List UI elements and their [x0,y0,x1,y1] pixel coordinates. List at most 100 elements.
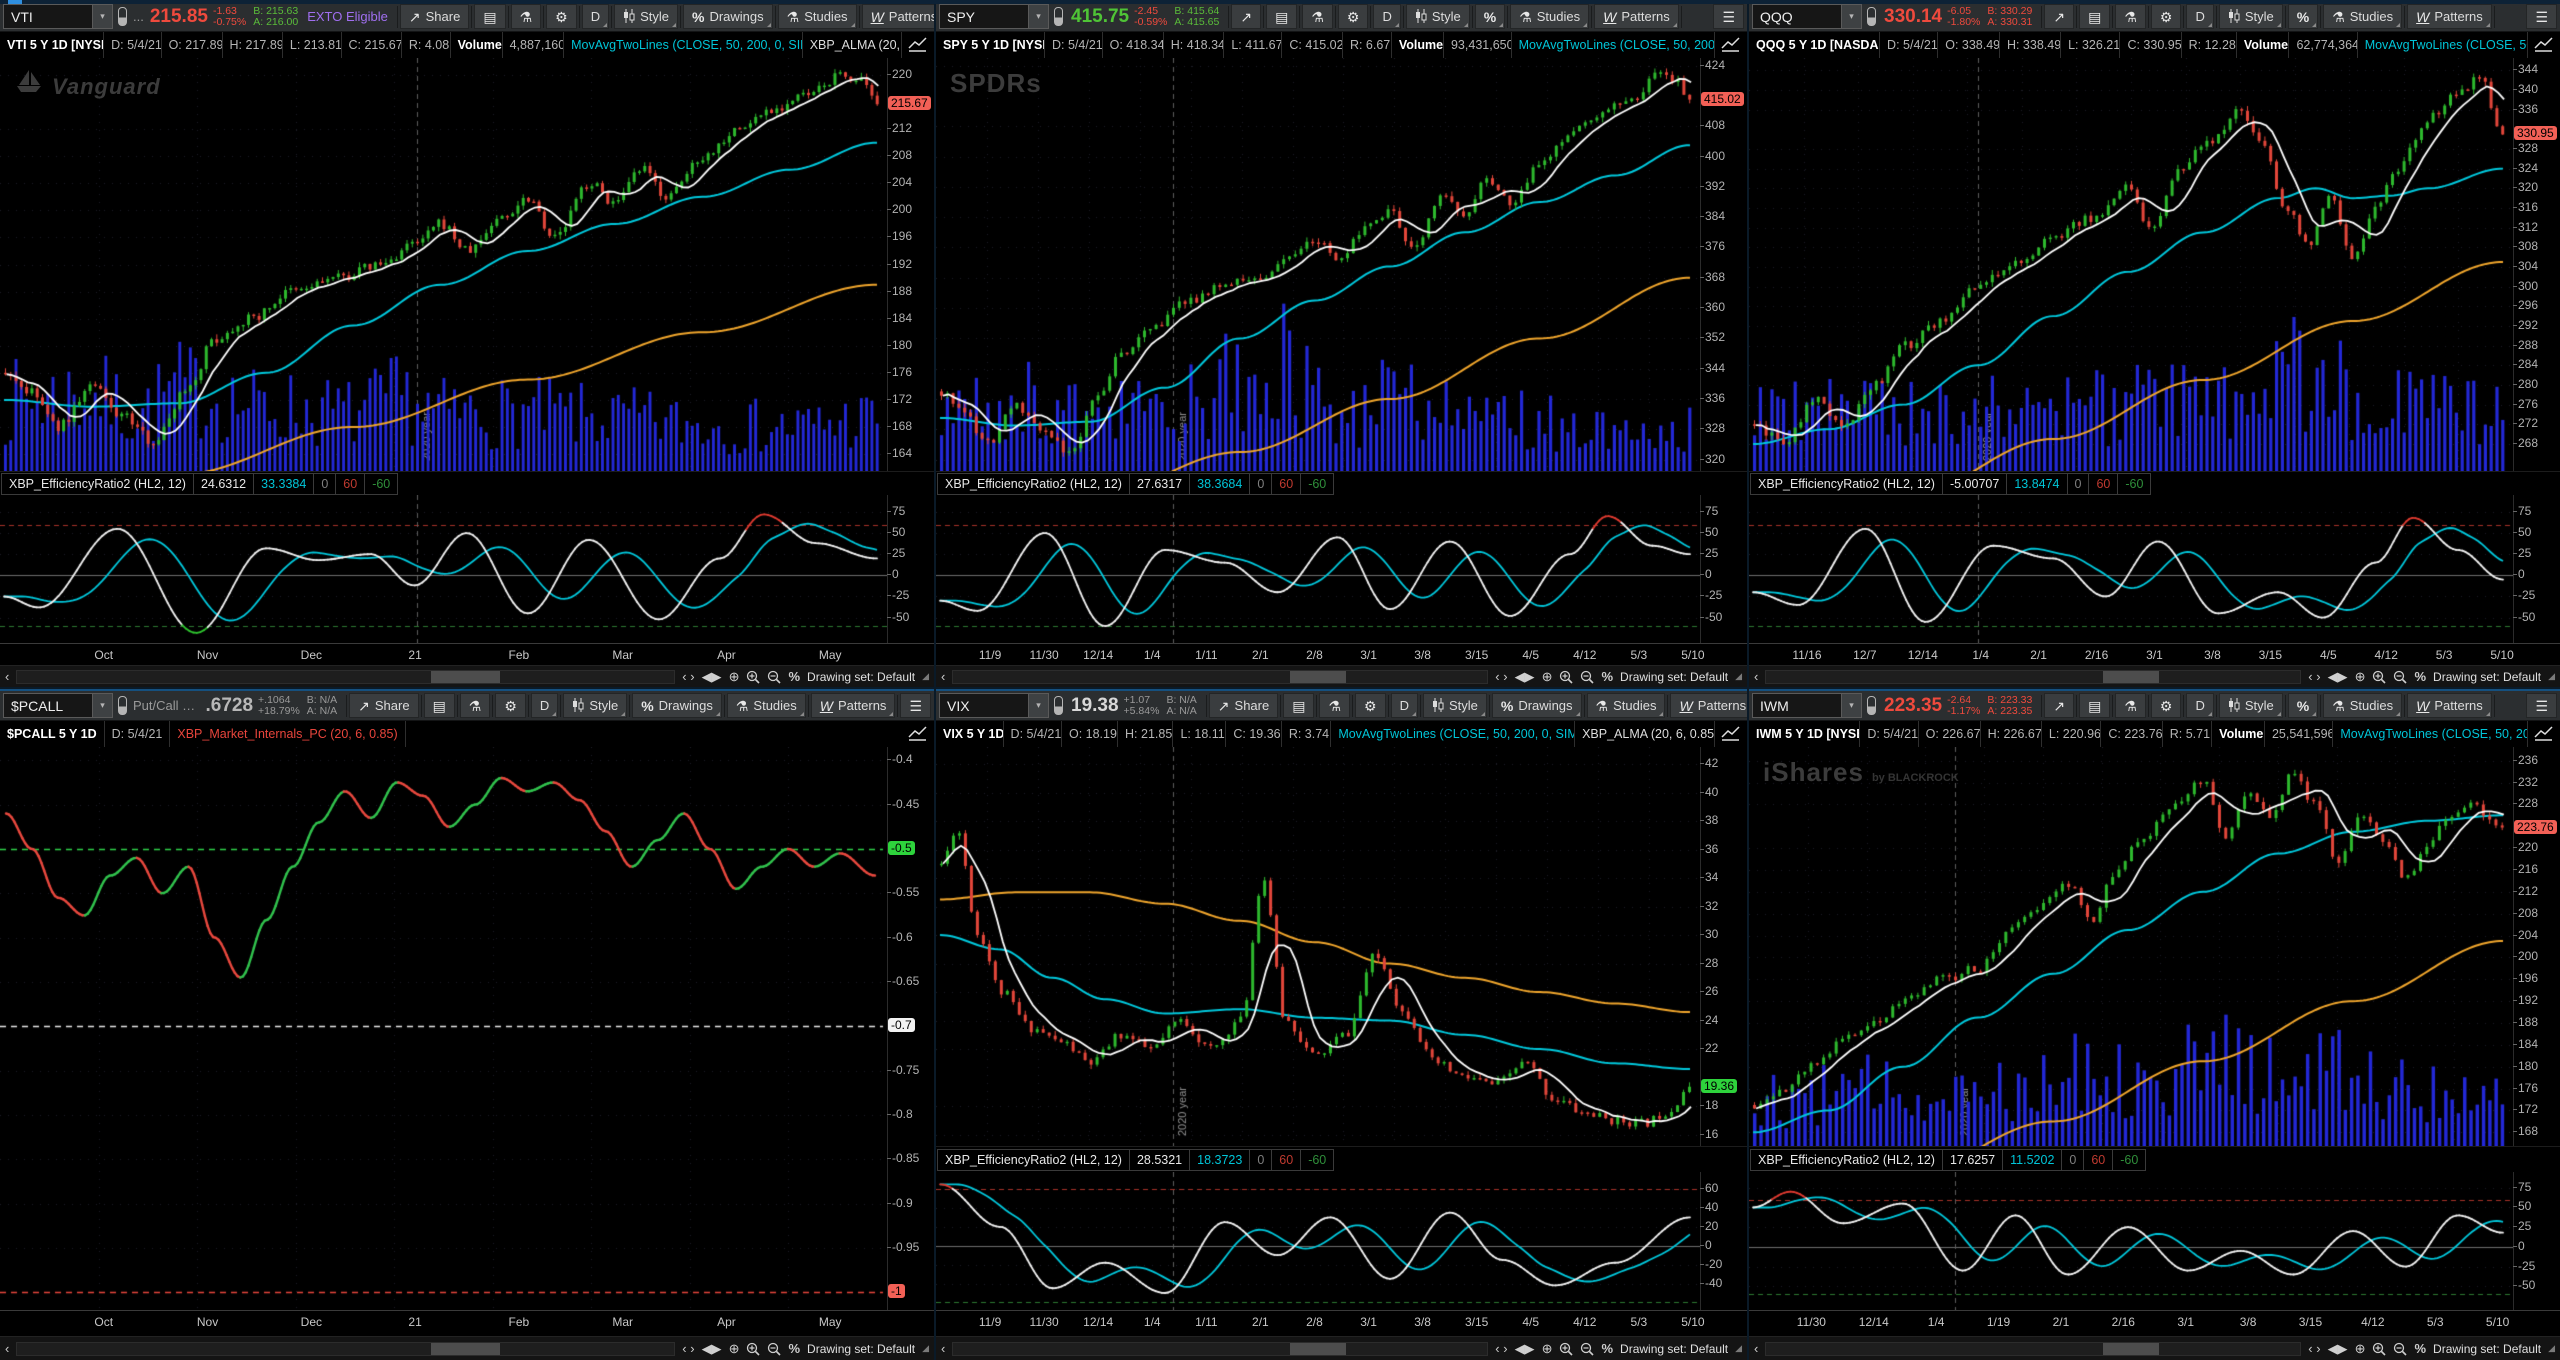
crosshair-icon[interactable]: ⊕ [728,1341,740,1356]
pan-icon[interactable]: ◀▶ [701,1341,722,1356]
timeframe-button[interactable]: D [581,4,610,29]
time-scrollbar[interactable] [1765,1341,2302,1356]
chart-type-icon[interactable] [1715,32,1747,58]
drawing-set-selector[interactable]: Drawing set: Default [1620,669,1729,684]
share-button[interactable]: ↗ [2044,4,2075,29]
drawing-set-selector[interactable]: Drawing set: Default [807,669,916,684]
chart-type-icon[interactable] [2528,721,2560,747]
chart-type-icon[interactable] [902,721,934,747]
chart-type-icon[interactable] [1715,721,1747,747]
study-label-chip[interactable]: MovAvgTwoLines (CLOSE, 50, 200, 0, SIMPL… [1331,721,1576,747]
price-chart-canvas[interactable] [1749,58,2513,471]
zoom-out-icon[interactable] [767,1342,782,1356]
scroll-step-icons[interactable]: ‹ › [682,669,695,684]
symbol-input[interactable]: $PCALL ▾ [3,693,113,718]
style-button[interactable]: Style [563,693,628,718]
panel-menu-button[interactable]: ☰ [900,693,931,718]
study-label-chip[interactable]: MovAvgTwoLines (CLOSE, 50,... [2358,32,2528,58]
drawings-button[interactable]: % Drawings [632,693,722,718]
percent-zoom-icon[interactable]: % [2414,669,2427,684]
studies-button[interactable]: ⚗ Studies [726,693,806,718]
crosshair-icon[interactable]: ⊕ [2354,1341,2366,1356]
time-scrollbar[interactable] [1765,669,2302,684]
drawing-set-selector[interactable]: Drawing set: Default [2433,669,2542,684]
pan-icon[interactable]: ◀▶ [2327,1341,2348,1356]
scrollbar-thumb[interactable] [431,1342,501,1355]
study-label-chip[interactable]: MovAvgTwoLines (CLOSE, 50, 200, 0,... [1512,32,1715,58]
order-note-button[interactable]: ▤ [474,4,506,29]
style-button[interactable]: Style [2218,693,2283,718]
chart-type-icon[interactable] [902,32,934,58]
analyze-button[interactable]: ⚗ [459,693,491,718]
order-note-button[interactable]: ▤ [1266,4,1298,29]
timeframe-button[interactable]: D [2186,4,2214,29]
zoom-out-icon[interactable] [767,670,782,684]
study-axis[interactable]: 75 50 25 0 -25 -50 [2512,495,2560,643]
drawings-button[interactable]: % Drawings [1491,693,1582,718]
study-axis[interactable]: 60 40 20 0 -20 -40 [1699,1172,1747,1310]
study-name-chip[interactable]: XBP_EfficiencyRatio2 (HL2, 12) [937,472,1130,495]
time-scrollbar[interactable] [952,1341,1489,1356]
patterns-button[interactable]: W Patterns [2407,4,2492,29]
zoom-in-icon[interactable] [1559,670,1574,684]
settings-button[interactable]: ⚙ [546,4,577,29]
drawing-set-selector[interactable]: Drawing set: Default [1620,1341,1729,1356]
scrollbar-thumb[interactable] [1289,1342,1346,1355]
scroll-step-icons[interactable]: ‹ › [2308,1341,2321,1356]
price-chart-canvas[interactable] [0,58,887,471]
zoom-in-icon[interactable] [1559,1342,1574,1356]
settings-button[interactable]: ⚙ [2150,693,2182,718]
drawings-button[interactable]: % Drawings [682,4,773,29]
zoom-out-icon[interactable] [1580,670,1595,684]
scroll-left-icon[interactable]: ‹ [1754,1341,1759,1356]
crosshair-icon[interactable]: ⊕ [2354,669,2366,684]
settings-button[interactable]: ⚙ [495,693,526,718]
symbol-dropdown-arrow-icon[interactable]: ▾ [1028,5,1048,28]
percent-zoom-icon[interactable]: % [1601,1341,1614,1356]
time-scrollbar[interactable] [952,669,1489,684]
price-axis[interactable]: 424 408 400 392 384 376 368 360 352 344 336 328 320 4… [1699,58,1747,471]
timeframe-button[interactable]: D [1390,693,1418,718]
study-name-chip[interactable]: XBP_EfficiencyRatio2 (HL2, 12) [937,1148,1130,1171]
zoom-in-icon[interactable] [746,670,761,684]
scroll-step-icons[interactable]: ‹ › [1495,669,1508,684]
studies-button[interactable]: ⚗ Studies [2323,693,2403,718]
study-label-chip[interactable]: XBP_Market_Internals_PC (20, 6, 0.85) [170,721,406,747]
crosshair-icon[interactable]: ⊕ [1541,1341,1553,1356]
study-label-chip[interactable]: MovAvgTwoLines (CLOSE, 50, 200, 0, SIMPL… [564,32,803,58]
order-note-button[interactable]: ▤ [1283,693,1315,718]
scroll-step-icons[interactable]: ‹ › [682,1341,695,1356]
symbol-dropdown-arrow-icon[interactable]: ▾ [92,5,112,28]
timeframe-button[interactable]: D [1373,4,1401,29]
patterns-button[interactable]: W Patterns [1670,693,1747,718]
drawing-set-selector[interactable]: Drawing set: Default [807,1341,916,1356]
study-label-chip[interactable]: XBP_ALMA (20,... [803,32,902,58]
order-note-button[interactable]: ▤ [2079,4,2111,29]
scroll-step-icons[interactable]: ‹ › [1495,1341,1508,1356]
percent-zoom-icon[interactable]: % [2414,1341,2427,1356]
pan-icon[interactable]: ◀▶ [1514,669,1535,684]
study-chart-canvas[interactable] [0,495,887,643]
zoom-in-icon[interactable] [2372,670,2387,684]
scroll-left-icon[interactable]: ‹ [941,1341,946,1356]
studies-button[interactable]: ⚗ Studies [1510,4,1590,29]
analyze-button[interactable]: ⚗ [510,4,542,29]
time-scrollbar[interactable] [16,669,676,684]
study-axis[interactable]: 75 50 25 0 -25 -50 [2512,1172,2560,1310]
study-chart-canvas[interactable] [1749,1172,2513,1310]
analyze-button[interactable]: ⚗ [1319,693,1351,718]
scroll-step-icons[interactable]: ‹ › [2308,669,2321,684]
crosshair-icon[interactable]: ⊕ [1541,669,1553,684]
time-scrollbar[interactable] [16,1341,676,1356]
symbol-dropdown-arrow-icon[interactable]: ▾ [1841,5,1861,28]
zoom-in-icon[interactable] [2372,1342,2387,1356]
patterns-button[interactable]: W Patterns [2407,693,2492,718]
percent-zoom-icon[interactable]: % [788,669,801,684]
chart-type-icon[interactable] [2528,32,2560,58]
pan-icon[interactable]: ◀▶ [701,669,722,684]
analyze-button[interactable]: ⚗ [1302,4,1333,29]
share-button[interactable]: ↗ Share [399,4,470,29]
analyze-button[interactable]: ⚗ [2115,4,2146,29]
percent-zoom-icon[interactable]: % [1601,669,1614,684]
panel-menu-button[interactable]: ☰ [2526,4,2557,29]
